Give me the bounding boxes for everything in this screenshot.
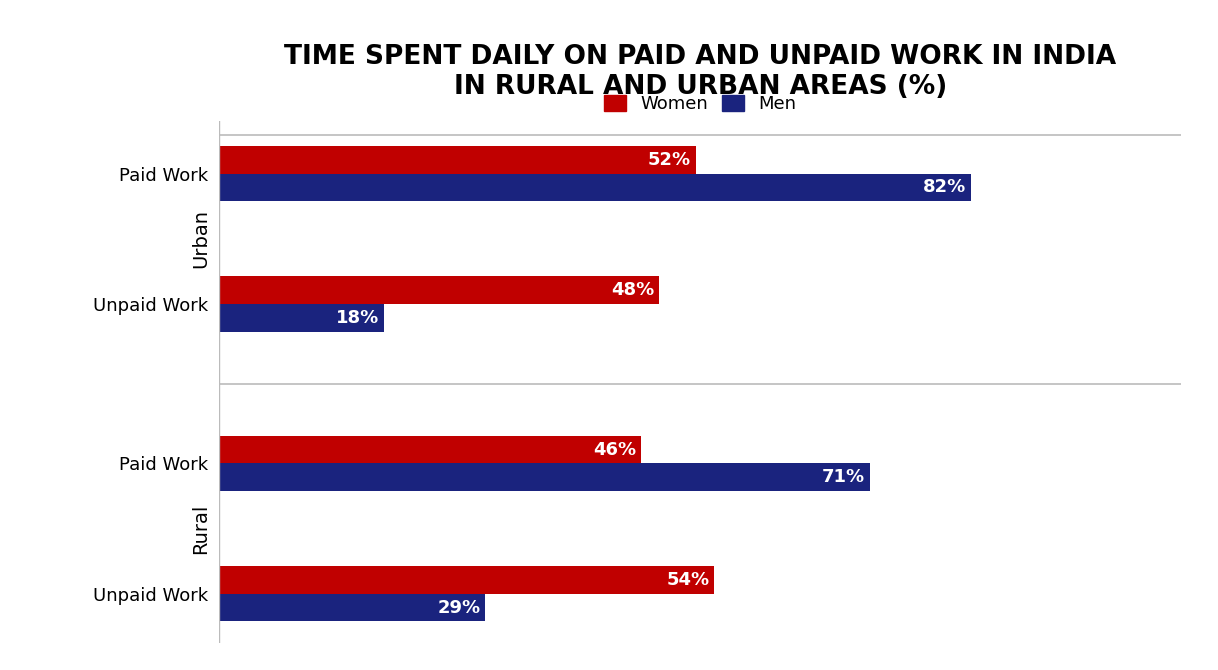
Text: 46%: 46% xyxy=(593,441,636,459)
Bar xyxy=(219,436,641,464)
Bar xyxy=(219,304,384,332)
Text: Urban: Urban xyxy=(191,209,211,268)
Bar xyxy=(219,146,695,174)
Bar xyxy=(219,174,971,201)
Text: Rural: Rural xyxy=(191,503,211,554)
Bar xyxy=(219,277,659,304)
Text: 18%: 18% xyxy=(336,309,380,327)
Title: TIME SPENT DAILY ON PAID AND UNPAID WORK IN INDIA
IN RURAL AND URBAN AREAS (%): TIME SPENT DAILY ON PAID AND UNPAID WORK… xyxy=(284,44,1117,100)
Text: 29%: 29% xyxy=(437,599,480,616)
Bar xyxy=(219,594,485,622)
Text: 82%: 82% xyxy=(923,178,966,196)
Text: 48%: 48% xyxy=(611,281,654,299)
Text: 52%: 52% xyxy=(648,151,691,169)
Bar xyxy=(219,464,870,491)
Text: 71%: 71% xyxy=(822,468,865,486)
Bar xyxy=(219,566,714,594)
Text: 54%: 54% xyxy=(666,571,710,589)
Legend: Women, Men: Women, Men xyxy=(597,88,804,121)
